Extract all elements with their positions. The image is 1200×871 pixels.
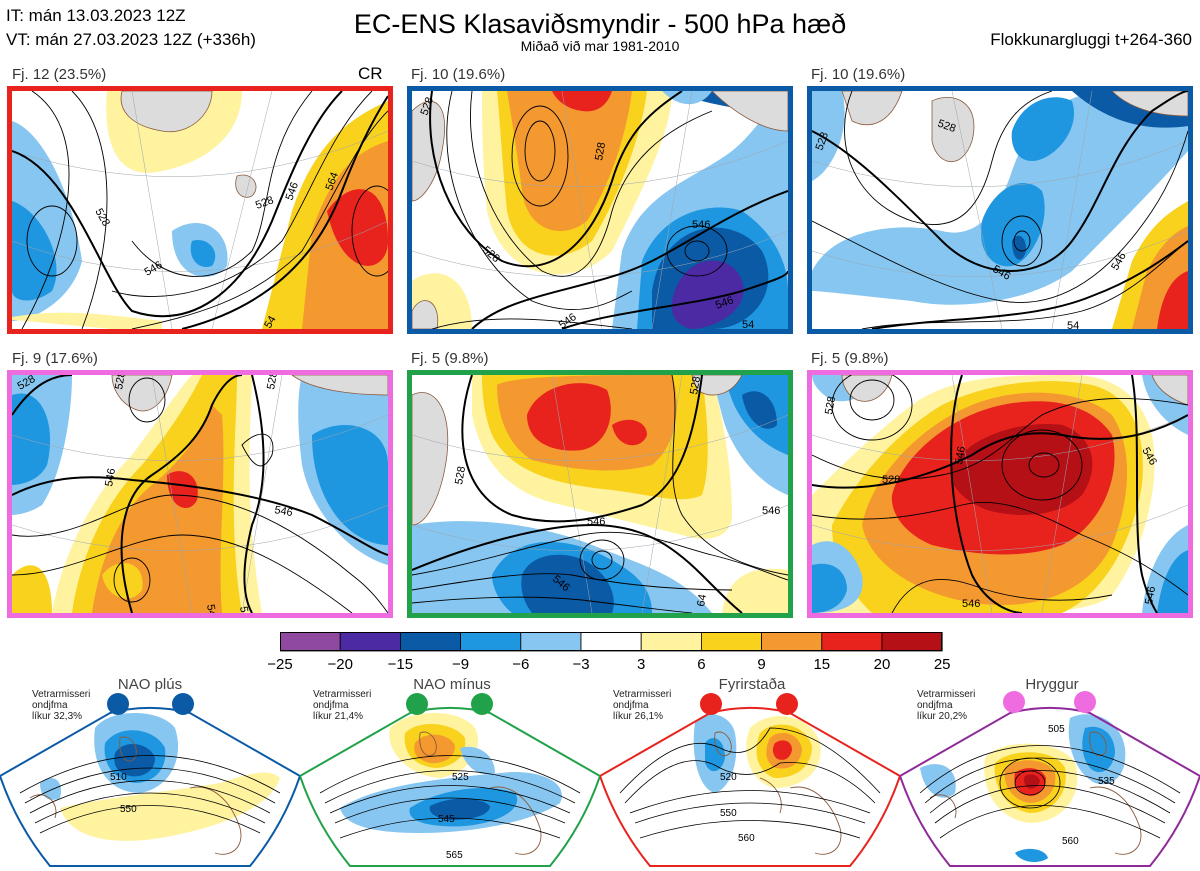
panel-1-contour-label: 54 bbox=[262, 314, 279, 329]
cluster-map-2: 528 528 528 546 546 54 546 bbox=[407, 86, 793, 334]
colorbar-swatches bbox=[280, 632, 943, 652]
panel-5-contour-label: 528 bbox=[688, 375, 703, 395]
panel-6-contour-label: 528 bbox=[823, 395, 838, 415]
panel-5-contour-label: 64 bbox=[695, 593, 709, 607]
colorbar-tick-label: −25 bbox=[267, 656, 293, 673]
panel-4-contour-label: 54 bbox=[237, 605, 251, 613]
regime-2-contour-label: 525 bbox=[452, 772, 469, 783]
regime-2-contour-label: 545 bbox=[438, 814, 455, 825]
initial-time: IT: mán 13.03.2023 12Z bbox=[6, 6, 186, 25]
valid-time: VT: mán 27.03.2023 12Z (+336h) bbox=[6, 30, 256, 49]
panel-6-contour-label: 546 bbox=[953, 445, 968, 465]
colorbar-swatch bbox=[821, 632, 883, 652]
colorbar-tick-label: −15 bbox=[387, 656, 414, 673]
colorbar-tick-label: 20 bbox=[873, 656, 891, 673]
regime-1-title: NAO plús bbox=[117, 676, 183, 693]
colorbar-swatch bbox=[761, 632, 823, 652]
colorbar-tick-label: −20 bbox=[327, 656, 353, 673]
panel-5-contour-label: 546 bbox=[762, 505, 780, 517]
panel-2-contour-label: 546 bbox=[714, 294, 735, 312]
colorbar-swatch bbox=[280, 632, 341, 652]
colorbar-tick-label: 15 bbox=[813, 656, 831, 673]
colorbar-tick-label: −3 bbox=[572, 656, 590, 673]
panel-4-contour-label: 528 bbox=[265, 375, 280, 391]
panel-6-contour-label: 546 bbox=[1143, 585, 1158, 605]
panel-3-contour-label: 528 bbox=[814, 131, 832, 152]
panel-4-label: Fj. 9 (17.6%) bbox=[12, 350, 98, 367]
regime-3-title: Fyrirstaða bbox=[718, 676, 786, 693]
colorbar-tick-label: −6 bbox=[512, 656, 530, 673]
colorbar bbox=[280, 632, 943, 652]
colorbar-tick-label: 3 bbox=[637, 656, 646, 673]
colorbar-tick-label: 25 bbox=[933, 656, 951, 673]
colorbar-swatch bbox=[700, 632, 762, 652]
colorbar-swatch bbox=[339, 632, 401, 652]
panel-2-contour-label: 546 bbox=[692, 219, 710, 231]
panel-6-contour-label: 528 bbox=[882, 474, 900, 486]
panel-3-contour-label: 528 bbox=[936, 118, 957, 136]
colorbar-tick-label: 6 bbox=[697, 656, 706, 673]
colorbar-tick-label: 9 bbox=[757, 656, 766, 673]
panel-4-contour-label: 546 bbox=[103, 467, 118, 487]
regime-1-note: Vetrarmisseri ondjfma líkur 32,3% bbox=[32, 689, 91, 722]
regime-map-nao-minus: 525 545 565 bbox=[300, 693, 600, 867]
panel-6-contour-label: 546 bbox=[962, 598, 980, 610]
cluster-map-3: 528 528 546 546 54 bbox=[807, 86, 1193, 334]
regime-map-nao-plus: 510 550 bbox=[0, 693, 300, 867]
cluster-map-4: 528 528 546 528 546 546 54 bbox=[7, 370, 393, 618]
regime-4-note: Vetrarmisseri ondjfma líkur 20,2% bbox=[917, 689, 976, 722]
regime-4-contour-label: 535 bbox=[1098, 776, 1115, 787]
regime-2-contour-label: 565 bbox=[446, 850, 463, 861]
colorbar-swatch bbox=[881, 632, 943, 652]
panel-3-contour-label: 54 bbox=[1067, 320, 1079, 329]
regime-4-contour-label: 560 bbox=[1062, 836, 1079, 847]
regime-3-contour-label: 560 bbox=[738, 833, 755, 844]
regime-4-contour-label: 505 bbox=[1048, 724, 1065, 735]
panel-1-contour-label: 528 bbox=[254, 194, 275, 212]
cluster-map-1: 528 546 564 546 528 54 bbox=[7, 86, 393, 334]
regime-2-title: NAO mínus bbox=[413, 676, 491, 693]
clustering-window: Flokkunargluggi t+264-360 bbox=[990, 30, 1192, 49]
colorbar-swatch bbox=[640, 632, 702, 652]
panel-4-contour-label: 528 bbox=[113, 375, 128, 391]
panel-1-contour-label: 564 bbox=[324, 171, 342, 192]
panel-5-contour-label: 546 bbox=[587, 516, 605, 528]
panel-1-contour-label: 546 bbox=[284, 181, 302, 202]
regime-1-contour-label: 550 bbox=[120, 804, 137, 815]
panel-4-contour-label: 546 bbox=[204, 603, 219, 613]
panel-4-contour-label: 546 bbox=[273, 504, 293, 519]
cluster-map-5: 528 528 546 546 546 64 bbox=[407, 370, 793, 618]
panel-5-label: Fj. 5 (9.8%) bbox=[411, 350, 489, 367]
panel-6-label: Fj. 5 (9.8%) bbox=[811, 350, 889, 367]
regime-3-contour-label: 520 bbox=[720, 772, 737, 783]
page-title: EC-ENS Klasaviðsmyndir - 500 hPa hæð bbox=[353, 9, 847, 39]
panel-1-tag: CR bbox=[358, 64, 383, 83]
panel-2-contour-label: 528 bbox=[419, 96, 437, 117]
regime-3-contour-label: 550 bbox=[720, 808, 737, 819]
regime-map-ridge: 505 535 560 bbox=[900, 691, 1200, 867]
colorbar-swatch bbox=[520, 632, 582, 652]
colorbar-swatch bbox=[460, 632, 522, 652]
regime-3-note: Vetrarmisseri ondjfma líkur 26,1% bbox=[613, 689, 672, 722]
panel-3-label: Fj. 10 (19.6%) bbox=[811, 66, 906, 83]
cluster-map-6: 528 546 528 546 546 546 bbox=[807, 370, 1193, 618]
colorbar-swatch bbox=[400, 632, 462, 652]
colorbar-tick-label: −9 bbox=[452, 656, 470, 673]
panel-2-label: Fj. 10 (19.6%) bbox=[411, 66, 506, 83]
panel-2-contour-label: 528 bbox=[593, 141, 608, 161]
regime-2-note: Vetrarmisseri ondjfma líkur 21,4% bbox=[313, 689, 372, 722]
panel-2-contour-label: 54 bbox=[742, 319, 754, 329]
panel-1-label: Fj. 12 (23.5%) bbox=[12, 66, 107, 83]
panel-5-contour-label: 528 bbox=[453, 465, 468, 485]
colorbar-swatch bbox=[580, 632, 642, 652]
page-subtitle: Miðað við mar 1981-2010 bbox=[520, 38, 680, 54]
regime-1-contour-label: 510 bbox=[110, 772, 127, 783]
regime-4-title: Hryggur bbox=[1025, 676, 1079, 693]
regime-map-blocking: 520 550 560 bbox=[600, 693, 900, 867]
